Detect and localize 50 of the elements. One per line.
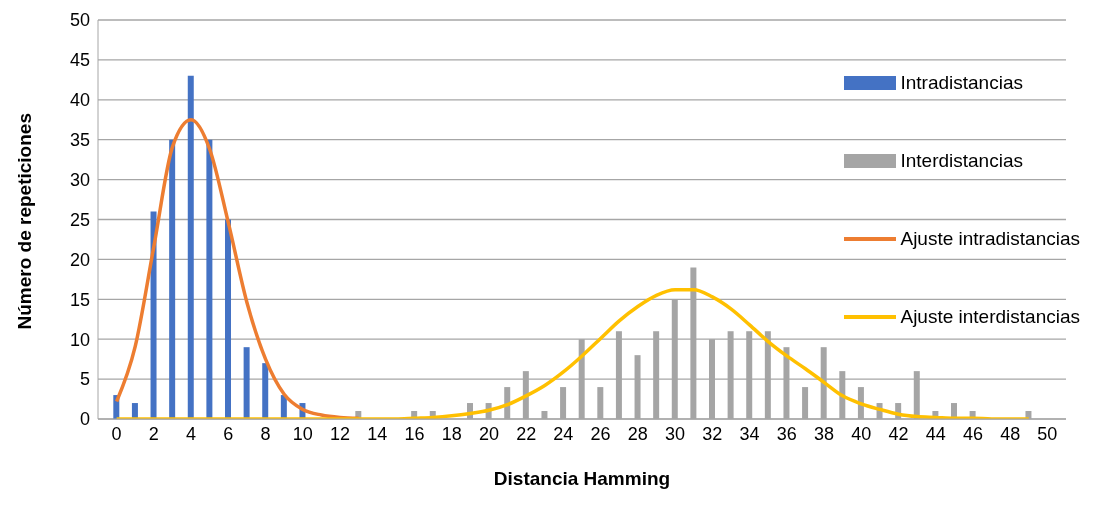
x-tick-label: 36: [776, 423, 797, 444]
x-tick-label: 8: [260, 423, 271, 444]
x-tick-label: 10: [292, 423, 313, 444]
y-tick-label: 15: [69, 289, 90, 310]
x-tick-label: 4: [186, 423, 197, 444]
y-tick-label: 25: [69, 209, 90, 230]
bar: [187, 75, 194, 419]
y-tick-label: 45: [69, 50, 90, 71]
legend-label: Ajuste interdistancias: [900, 306, 1080, 328]
x-tick-label: 0: [111, 423, 122, 444]
x-axis-title: Distancia Hamming: [493, 468, 671, 489]
legend-label: Intradistancias: [900, 72, 1023, 94]
bar: [262, 363, 269, 419]
bar: [206, 139, 213, 419]
x-tick-label: 18: [441, 423, 462, 444]
y-tick-label: 10: [69, 329, 90, 350]
x-tick-label: 16: [404, 423, 425, 444]
x-tick-label: 30: [665, 423, 686, 444]
y-tick-label: 20: [69, 249, 90, 270]
x-tick-label: 2: [148, 423, 159, 444]
x-tick-label: 48: [1000, 423, 1021, 444]
x-tick-label: 22: [516, 423, 537, 444]
x-tick-label: 40: [851, 423, 872, 444]
x-tick-label: 44: [925, 423, 946, 444]
x-tick-label: 38: [813, 423, 835, 444]
y-tick-label: 35: [69, 130, 90, 151]
x-tick-label: 32: [702, 423, 723, 444]
x-tick-label: 12: [329, 423, 351, 444]
legend-label: Ajuste intradistancias: [900, 228, 1080, 250]
y-tick-label: 50: [69, 10, 90, 31]
y-tick-label: 5: [79, 369, 90, 390]
x-tick-label: 20: [478, 423, 499, 444]
y-tick-label: 0: [79, 409, 90, 430]
line-series: [114, 118, 361, 419]
x-tick-label: 46: [962, 423, 983, 444]
x-tick-label: 28: [627, 423, 648, 444]
legend-label: Interdistancias: [900, 150, 1023, 172]
bar: [243, 347, 250, 419]
x-tick-label: 34: [739, 423, 760, 444]
bar: [169, 139, 176, 419]
bar: [225, 219, 231, 419]
x-tick-label: 6: [223, 423, 234, 444]
y-tick-label: 30: [69, 169, 90, 190]
x-tick-label: 26: [590, 423, 611, 444]
x-tick-label: 24: [553, 423, 574, 444]
y-axis-title: Número de repeticiones: [13, 113, 35, 330]
x-tick-label: 14: [367, 423, 388, 444]
x-tick-label: 50: [1037, 423, 1058, 444]
x-tick-label: 42: [888, 423, 909, 444]
y-tick-label: 40: [69, 90, 90, 111]
